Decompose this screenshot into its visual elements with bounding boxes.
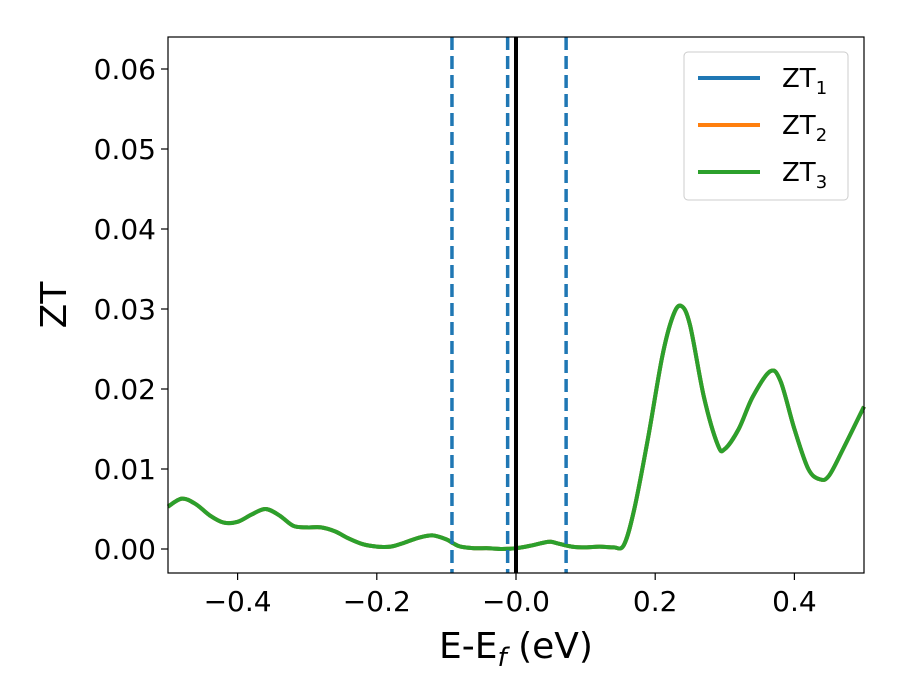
x-tick-label: −0.0 <box>482 585 550 618</box>
x-axis-label: E-Ef (eV) <box>439 626 593 673</box>
y-tick-label: 0.05 <box>94 133 156 166</box>
legend-items: ZT1 ZT2 ZT3 <box>698 64 827 193</box>
legend-label-1: ZT1 <box>782 64 827 99</box>
series-line-3 <box>166 303 866 551</box>
y-tick-label: 0.06 <box>94 53 156 86</box>
y-axis-ticks: 0.00 0.01 0.02 0.03 0.04 0.05 0.06 <box>94 53 168 566</box>
series-layer <box>166 303 866 551</box>
x-tick-label: −0.4 <box>204 585 272 618</box>
x-axis-label-main: E-E <box>439 626 497 667</box>
vline-layer <box>450 37 568 573</box>
legend-box <box>683 51 849 201</box>
legend-label-2: ZT2 <box>782 111 827 146</box>
x-tick-label: 0.4 <box>772 585 817 618</box>
x-axis-ticks: −0.4 −0.2 −0.0 0.2 0.4 <box>204 573 817 618</box>
x-tick-label: 0.2 <box>633 585 678 618</box>
x-tick-label: −0.2 <box>343 585 411 618</box>
y-tick-label: 0.03 <box>94 293 156 326</box>
y-axis-label: ZT <box>34 281 75 329</box>
y-tick-label: 0.01 <box>94 453 156 486</box>
y-tick-label: 0.04 <box>94 213 156 246</box>
legend-label-3: ZT3 <box>782 158 827 193</box>
x-axis-label-unit: (eV) <box>507 626 593 667</box>
y-tick-label: 0.00 <box>94 533 156 566</box>
legend: ZT1 ZT2 ZT3 <box>683 51 849 201</box>
y-tick-label: 0.02 <box>94 373 156 406</box>
